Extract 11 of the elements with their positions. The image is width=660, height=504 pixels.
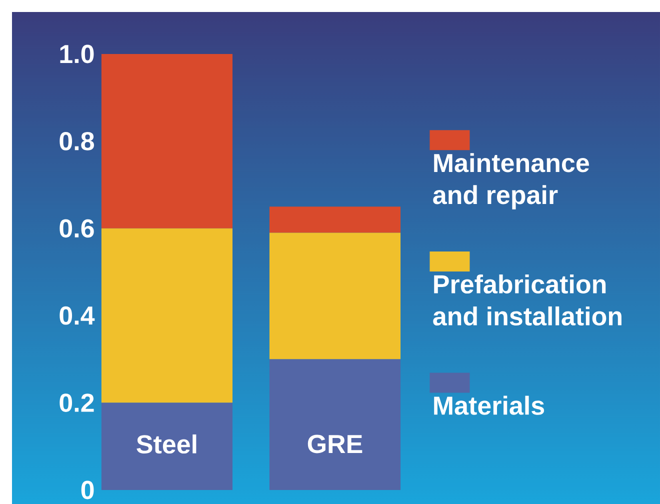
y-tick-label: 1.0 — [60, 44, 94, 64]
y-tick-label: 0.2 — [60, 394, 94, 412]
y-tick-label: 0.8 — [60, 132, 94, 150]
y-tick-label: 0 — [81, 480, 94, 500]
legend-label: Prefabrication and installation — [433, 274, 622, 326]
x-tick-label: Steel — [136, 434, 196, 454]
legend-label: Materials — [434, 396, 544, 415]
x-tick-label: GRE — [308, 434, 362, 454]
y-tick-label: 0.6 — [60, 219, 94, 238]
y-tick-label: 0.4 — [60, 306, 95, 325]
legend-label: Maintenance and repair — [433, 153, 589, 210]
